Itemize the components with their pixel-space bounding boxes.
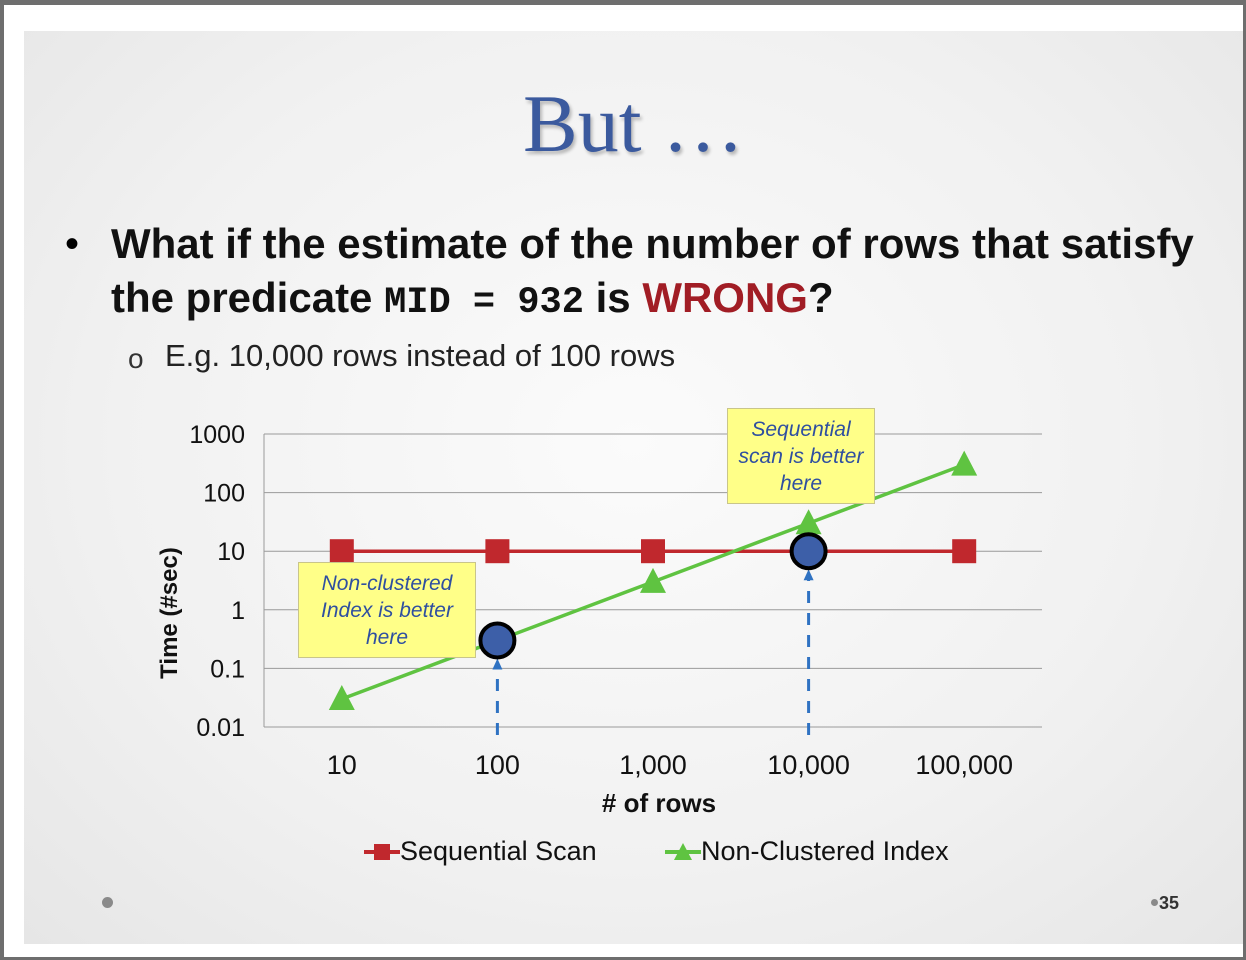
y-tick-label: 0.01	[196, 714, 245, 742]
x-tick-label: 100,000	[915, 750, 1013, 780]
pointer-arrow-head	[492, 658, 503, 670]
slide-title: But …	[523, 78, 744, 169]
callout-sequential-scan: Sequential scan is better here	[727, 408, 875, 504]
sub-bullet-marker: o	[128, 343, 144, 374]
highlight-point	[478, 621, 517, 660]
x-tick-label: 10	[327, 750, 357, 780]
data-point-square	[952, 539, 977, 564]
slide: But … • What if the estimate of the numb…	[24, 31, 1243, 944]
bullet-text-end: ?	[807, 274, 834, 321]
page-number: 35	[1159, 893, 1180, 913]
legend-marker-square-icon	[364, 844, 400, 860]
predicate-code: MID = 932	[384, 282, 584, 324]
data-point-triangle	[328, 685, 355, 711]
x-tick-label: 10,000	[767, 750, 850, 780]
page-number-dot	[1151, 899, 1158, 906]
legend-marker-triangle-icon	[665, 843, 701, 860]
y-tick-label: 100	[203, 480, 245, 508]
bullet-text: What if the estimate of the number of ro…	[111, 217, 1221, 330]
legend-label-nonclustered-index: Non-Clustered Index	[701, 836, 949, 866]
sub-bullet-text: E.g. 10,000 rows instead of 100 rows	[165, 338, 676, 373]
chart: 1000 100 10 1 0.1 0.01 10 100 1,000 10,000 100,000…	[189, 421, 1042, 818]
data-point-triangle	[795, 509, 822, 535]
pointer-arrow-head	[803, 569, 814, 581]
x-tick-label: 100	[475, 750, 520, 780]
y-tick-label: 0.1	[210, 655, 245, 683]
bullet-text-part2: is	[583, 274, 643, 321]
window-frame: But … • What if the estimate of the numb…	[4, 5, 1243, 957]
footer-dot	[102, 897, 113, 908]
legend-item-nonclustered-index: Non-Clustered Index	[665, 835, 949, 867]
data-point-square	[485, 539, 510, 564]
highlight-point	[789, 532, 828, 571]
data-point-triangle	[951, 450, 978, 476]
x-tick-label: 1,000	[619, 750, 687, 780]
y-tick-label: 1000	[189, 421, 245, 449]
legend-label-sequential-scan: Sequential Scan	[400, 836, 597, 866]
bullet-text-part1: What if the estimate of the number of ro…	[111, 220, 1194, 321]
data-point-square	[329, 539, 354, 564]
data-point-square	[641, 539, 665, 564]
data-point-triangle	[640, 567, 666, 593]
y-tick-label: 10	[217, 538, 245, 566]
callout-sequential-scan-text: Sequential scan is better here	[738, 417, 864, 495]
y-tick-label: 1	[231, 597, 245, 625]
bullet-marker: •	[65, 222, 80, 266]
callout-nonclustered-index: Non-clustered Index is better here	[298, 562, 476, 658]
y-axis-label: Time (#sec)	[156, 547, 183, 679]
x-axis-label: # of rows	[602, 788, 716, 818]
wrong-highlight: WRONG	[642, 274, 808, 321]
legend-item-sequential-scan: Sequential Scan	[364, 835, 597, 867]
callout-nonclustered-index-text: Non-clustered Index is better here	[321, 571, 453, 649]
